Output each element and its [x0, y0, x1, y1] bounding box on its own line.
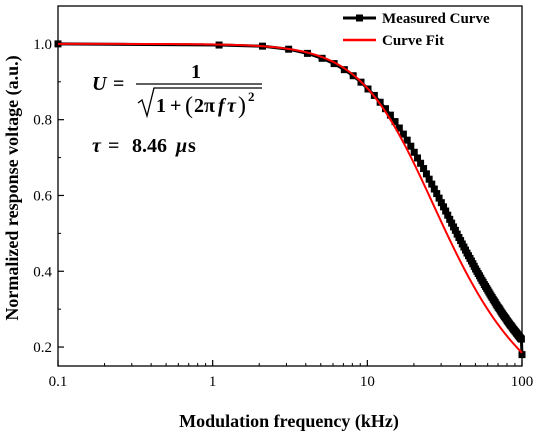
equation-lhs: U — [92, 73, 108, 95]
measured-point — [376, 98, 384, 106]
x-tick-label: 100 — [511, 374, 533, 390]
measured-point — [422, 170, 430, 178]
legend-fit-label: Curve Fit — [382, 33, 444, 49]
measured-point — [440, 203, 448, 211]
axis-layer: 0.1 1 10 100 0.2 0.4 0.6 0.8 1.0 — [33, 37, 533, 390]
measured-point — [435, 194, 443, 202]
measured-point — [437, 199, 445, 207]
measured-point — [410, 148, 418, 156]
tau-equals: = — [108, 135, 119, 157]
equation-f: f — [218, 95, 227, 117]
y-tick-label: 0.2 — [33, 340, 52, 356]
y-axis-title: Normalized response voltage (a.u.) — [2, 55, 23, 320]
measured-point — [417, 159, 425, 167]
measured-point — [386, 111, 394, 119]
tau-value: 8.46 — [132, 135, 167, 157]
equation-tau: τ — [227, 95, 237, 117]
measured-point — [395, 124, 403, 132]
y-tick-label: 0.4 — [33, 264, 52, 280]
series-layer — [54, 40, 526, 359]
measured-point — [448, 219, 456, 227]
equation-equals: = — [113, 73, 124, 95]
measured-point — [413, 154, 421, 162]
tau-unit-s: s — [188, 135, 196, 157]
equation-numerator: 1 — [191, 61, 201, 83]
measured-line — [57, 42, 524, 355]
measured-point — [444, 211, 452, 219]
y-tick-label: 1.0 — [33, 37, 52, 53]
x-tick-label: 10 — [360, 374, 375, 390]
measured-point — [330, 60, 338, 68]
measured-point — [518, 351, 526, 359]
y-tick-label: 0.8 — [33, 113, 52, 129]
measured-point — [340, 66, 348, 74]
measured-point — [403, 136, 411, 144]
measured-point — [517, 335, 525, 343]
plot-frame — [57, 5, 523, 367]
measured-point — [381, 105, 389, 113]
equation-two-pi: 2π — [194, 95, 215, 117]
measured-point — [391, 118, 399, 126]
measured-point — [442, 207, 450, 215]
measured-point — [446, 215, 454, 223]
equation-right-paren: ) — [238, 93, 246, 119]
equation-left-paren: ( — [185, 93, 193, 119]
tau-unit-mu: μ — [175, 135, 187, 157]
measured-point — [425, 175, 433, 183]
measured-point — [433, 190, 441, 198]
measured-point — [420, 165, 428, 173]
equation-exponent: 2 — [248, 89, 255, 104]
x-tick-label: 1 — [209, 374, 217, 390]
legend-measured-label: Measured Curve — [382, 11, 490, 27]
equation-sqrt-sign — [137, 87, 262, 119]
x-tick-label: 0.1 — [49, 374, 68, 390]
measured-point — [399, 130, 407, 138]
equation-one: 1 — [156, 95, 166, 117]
measured-point — [430, 185, 438, 193]
measured-point — [451, 226, 459, 234]
measured-point — [318, 54, 326, 62]
tau-symbol: τ — [92, 135, 102, 157]
legend: Measured Curve Curve Fit — [343, 11, 490, 49]
measured-point — [407, 142, 415, 150]
equation-plus: + — [170, 95, 181, 117]
legend-measured-marker — [356, 14, 363, 22]
y-tick-label: 0.6 — [33, 188, 52, 204]
measured-point — [428, 180, 436, 188]
x-axis-title: Modulation frequency (kHz) — [179, 411, 399, 432]
fit-curve — [58, 42, 523, 354]
equation: U = 1 1 + ( 2π f τ ) 2 τ = 8.46 μ s — [92, 61, 262, 157]
